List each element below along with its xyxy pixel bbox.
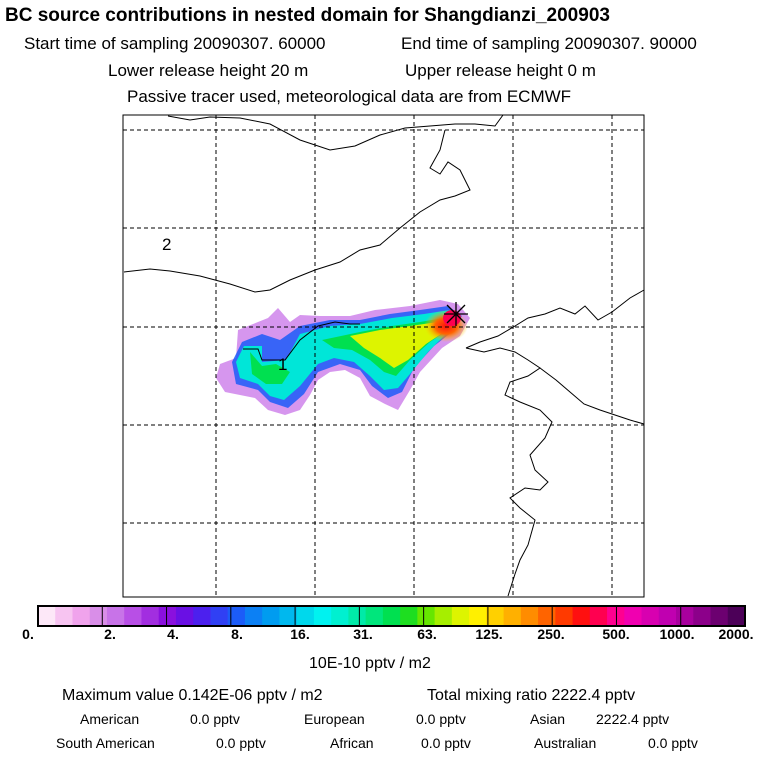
colorbar-swatch xyxy=(141,606,160,626)
colorbar-swatch xyxy=(641,606,660,626)
colorbar-swatch xyxy=(503,606,522,626)
receptor-marker-icon xyxy=(444,302,468,326)
coastline-north xyxy=(465,289,645,349)
colorbar-swatch xyxy=(520,606,539,626)
colorbar-tick-7: 125. xyxy=(475,626,503,642)
colorbar-swatch xyxy=(486,606,505,626)
colorbar-swatch xyxy=(400,606,418,626)
colorbar-swatch xyxy=(227,606,246,626)
region-name-american: American xyxy=(80,711,140,727)
bay-coastline xyxy=(465,347,553,597)
colorbar-swatch xyxy=(624,606,643,626)
colorbar-swatch xyxy=(589,606,608,626)
tracer-note: Passive tracer used, meteorological data… xyxy=(127,87,572,106)
figure-title: BC source contributions in nested domain… xyxy=(5,5,610,26)
colorbar-swatch xyxy=(279,606,298,626)
region-name-asian: Asian xyxy=(530,711,566,727)
colorbar-swatch xyxy=(262,606,280,626)
colorbar-swatch xyxy=(348,606,367,626)
region-value-american: 0.0 pptv xyxy=(190,711,240,727)
colorbar-swatch xyxy=(434,606,453,626)
plume-yellow-zone xyxy=(350,322,444,368)
lat-lon-grid xyxy=(123,115,644,597)
colorbar-swatch xyxy=(158,606,177,626)
colorbar-swatch xyxy=(106,606,125,626)
colorbar-swatch xyxy=(451,606,470,626)
colorbar-swatch xyxy=(175,606,194,626)
colorbar-tick-5: 31. xyxy=(353,626,373,642)
region-value-african: 0.0 pptv xyxy=(421,735,471,751)
colorbar-swatch xyxy=(72,606,91,626)
northeast-border-line xyxy=(123,129,471,293)
colorbar-swatch xyxy=(365,606,384,626)
region-name-european: European xyxy=(304,711,365,727)
colorbar-swatch xyxy=(727,606,746,626)
concentration-plume xyxy=(216,300,470,415)
lower-release-height: Lower release height 20 m xyxy=(108,61,309,80)
colorbar-swatch xyxy=(193,606,211,626)
colorbar-swatch xyxy=(296,606,315,626)
region-label-2: 2 xyxy=(162,235,171,254)
colorbar-swatch xyxy=(38,606,56,626)
region-value-australian: 0.0 pptv xyxy=(648,735,698,751)
region-value-asian: 2222.4 pptv xyxy=(596,711,670,727)
colorbar-tick-8: 250. xyxy=(537,626,565,642)
colorbar-tick-0: 0. xyxy=(22,626,34,642)
colorbar-swatch xyxy=(676,606,694,626)
colorbar-swatch xyxy=(331,606,349,626)
colorbar-tick-10: 1000. xyxy=(659,626,695,642)
region-name-australian: Australian xyxy=(534,735,597,751)
northern-border-line xyxy=(167,114,504,151)
map-frame xyxy=(122,114,645,598)
colorbar-tick-1: 2. xyxy=(104,626,116,642)
colorbar-tick-9: 500. xyxy=(602,626,630,642)
colorbar-swatch xyxy=(572,606,591,626)
colorbar-swatch xyxy=(89,606,108,626)
colorbar-units: 10E-10 pptv / m2 xyxy=(309,655,431,672)
colorbar-swatch xyxy=(658,606,677,626)
marker-stroke-d2 xyxy=(446,304,466,324)
region-value-south-american: 0.0 pptv xyxy=(216,735,266,751)
colorbar-swatch xyxy=(555,606,574,626)
colorbar-swatch xyxy=(55,606,73,626)
maximum-value: Maximum value 0.142E-06 pptv / m2 xyxy=(62,687,323,704)
colorbar-swatch xyxy=(693,606,712,626)
colorbar-tick-2: 4. xyxy=(167,626,179,642)
sampling-start: Start time of sampling 20090307. 60000 xyxy=(24,34,326,53)
region-name-african: African xyxy=(330,735,374,751)
region-boundary xyxy=(243,321,360,361)
colorbar-swatch xyxy=(210,606,229,626)
region-name-south-american: South American xyxy=(56,735,155,751)
peninsula-coastline xyxy=(539,367,645,425)
colorbar-tick-4: 16. xyxy=(290,626,310,642)
colorbar-swatch xyxy=(607,606,625,626)
upper-release-height: Upper release height 0 m xyxy=(405,61,596,80)
colorbar-swatch xyxy=(417,606,436,626)
colorbar-swatch xyxy=(313,606,332,626)
colorbar-frame xyxy=(37,605,746,627)
colorbar-tick-3: 8. xyxy=(231,626,243,642)
colorbar-swatch xyxy=(710,606,729,626)
colorbar-swatch xyxy=(538,606,556,626)
colorbar-swatch xyxy=(469,606,487,626)
colorbar-swatch xyxy=(124,606,142,626)
colorbar-tick-6: 63. xyxy=(417,626,437,642)
region-label-1: 1 xyxy=(278,355,287,374)
colorbar-tick-11: 2000. xyxy=(718,626,754,642)
colorbar-swatch xyxy=(244,606,263,626)
colorbar xyxy=(38,606,746,626)
region-value-european: 0.0 pptv xyxy=(416,711,466,727)
total-mixing-ratio: Total mixing ratio 2222.4 pptv xyxy=(427,687,636,704)
sampling-end: End time of sampling 20090307. 90000 xyxy=(401,34,697,53)
colorbar-swatch xyxy=(382,606,401,626)
